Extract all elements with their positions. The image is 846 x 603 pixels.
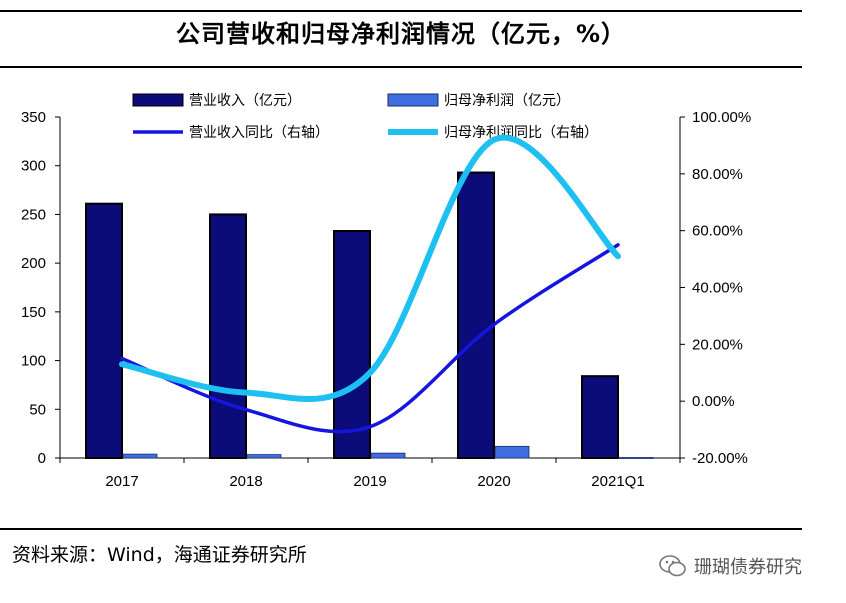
profit-bar: [122, 453, 158, 459]
right-tick-label: 60.00%: [692, 223, 743, 240]
top-rule: [0, 10, 802, 12]
legend-swatch: [387, 93, 439, 107]
left-tick-label: 200: [21, 255, 46, 272]
revenue-bar: [457, 171, 495, 460]
x-tick-label: 2019: [353, 473, 386, 490]
right-tick-label: -20.00%: [692, 450, 748, 467]
legend-label: 归母净利润同比（右轴）: [444, 124, 598, 141]
right-tick-label: 80.00%: [692, 166, 743, 183]
revenue-bar: [333, 229, 371, 459]
wechat-icon: [659, 555, 686, 577]
left-tick-label: 300: [21, 158, 46, 175]
legend-label: 营业收入同比（右轴）: [189, 125, 329, 141]
x-tick-label: 2021Q1: [591, 473, 644, 490]
lines: [119, 134, 621, 434]
revenue-bar: [85, 202, 123, 459]
left-tick-label: 100: [21, 353, 46, 370]
right-tick-label: 100.00%: [692, 109, 751, 126]
left-tick-label: 150: [21, 304, 46, 321]
revenue-bar: [581, 375, 619, 459]
bottom-rule: [0, 528, 802, 530]
legend-swatch: [132, 93, 184, 107]
left-tick-label: 350: [21, 109, 46, 126]
profit-bar: [246, 454, 282, 459]
left-tick-label: 0: [38, 450, 46, 467]
revenue-yoy-line: [120, 243, 620, 434]
title-rule: [0, 66, 802, 68]
right-tick-label: 20.00%: [692, 336, 743, 353]
chart-title: 公司营收和归母净利润情况（亿元，%）: [175, 20, 627, 48]
x-tick-label: 2020: [477, 473, 510, 490]
legend-label: 营业收入（亿元）: [189, 93, 301, 109]
right-tick-label: 0.00%: [692, 393, 735, 410]
bars: [85, 171, 654, 460]
revenue-bar: [209, 213, 247, 459]
legend-label: 归母净利润（亿元）: [444, 92, 570, 109]
source-note: 资料来源：Wind，海通证券研究所: [12, 544, 307, 566]
chart: 营业收入（亿元） 归母净利润（亿元） 营业收入同比（右轴） 归母净利润同比（右轴） 0…: [21, 92, 751, 490]
right-tick-label: 40.00%: [692, 280, 743, 297]
left-tick-label: 50: [29, 401, 46, 418]
profit-yoy-line: [119, 134, 621, 402]
x-tick-label: 2018: [229, 473, 262, 490]
axes: 0 50 100 150 200 250 300 350 -20.00% 0.00% 20.00% 4…: [21, 109, 751, 490]
watermark: 珊瑚债券研究: [658, 553, 802, 579]
legend: 营业收入（亿元） 归母净利润（亿元） 营业收入同比（右轴） 归母净利润同比（右轴）: [132, 92, 598, 141]
profit-bar: [618, 457, 654, 459]
watermark-text: 珊瑚债券研究: [694, 557, 802, 578]
profit-bar: [370, 452, 406, 459]
profit-bar: [494, 445, 530, 459]
x-tick-label: 2017: [105, 473, 138, 490]
left-tick-label: 250: [21, 206, 46, 223]
